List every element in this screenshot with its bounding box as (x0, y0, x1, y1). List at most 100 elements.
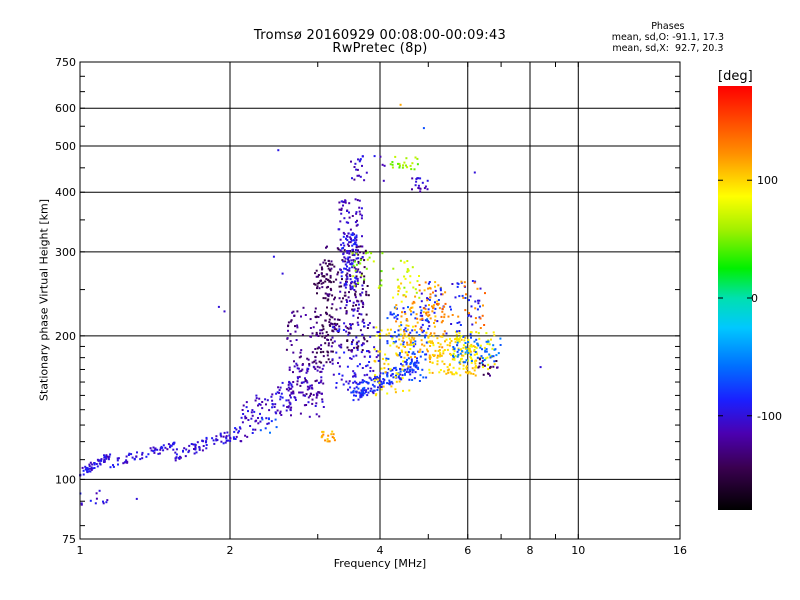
data-point (357, 323, 360, 326)
data-point (398, 287, 401, 290)
y-tick-label: 75 (62, 533, 76, 546)
data-point (416, 280, 419, 283)
data-point (365, 171, 368, 174)
data-point (103, 459, 106, 462)
data-point (308, 364, 311, 367)
data-point (480, 356, 483, 359)
data-point (431, 371, 434, 374)
data-point (122, 462, 125, 465)
data-point (258, 403, 261, 405)
data-point (310, 384, 313, 387)
data-point (347, 296, 350, 299)
data-point (352, 304, 355, 307)
data-point (331, 350, 334, 353)
data-point (107, 458, 110, 461)
data-point (389, 313, 392, 316)
data-point (361, 387, 364, 390)
data-point (384, 371, 387, 374)
data-point (389, 311, 392, 314)
data-point (275, 392, 278, 395)
data-point (356, 219, 358, 222)
data-point (348, 274, 351, 276)
data-point (419, 190, 422, 193)
data-point (434, 349, 437, 352)
data-point (418, 289, 421, 292)
data-point (468, 312, 470, 315)
data-point (139, 458, 142, 461)
data-point (357, 300, 360, 303)
data-point (309, 318, 312, 321)
data-point (344, 263, 347, 266)
data-point (308, 415, 311, 418)
chart-subtitle: RwPretec (8p) (332, 41, 428, 56)
data-point (427, 311, 430, 314)
data-point (244, 434, 247, 437)
data-point (311, 361, 314, 364)
data-point (486, 342, 489, 345)
data-point (470, 305, 473, 308)
data-point (348, 256, 351, 259)
data-point (352, 264, 355, 267)
data-point (325, 273, 328, 276)
data-point (235, 428, 238, 431)
data-point (539, 366, 542, 369)
data-point (160, 445, 163, 448)
data-point (339, 307, 342, 310)
data-point (485, 348, 488, 351)
data-point (429, 317, 432, 320)
data-point (453, 357, 455, 360)
data-point (416, 177, 419, 180)
data-point (426, 188, 429, 191)
data-point (302, 306, 305, 309)
data-point (396, 354, 399, 357)
data-point (88, 463, 91, 466)
data-point (443, 349, 446, 351)
data-point (153, 449, 156, 452)
data-point (386, 373, 389, 376)
data-point (395, 380, 398, 383)
data-point (437, 342, 440, 344)
data-point (414, 295, 417, 298)
data-point (375, 377, 378, 380)
data-point (485, 332, 488, 335)
data-point (325, 278, 328, 280)
data-point (172, 448, 175, 451)
data-point (294, 396, 297, 399)
data-point (298, 391, 301, 394)
data-point (270, 395, 273, 398)
data-point (88, 465, 91, 467)
data-point (348, 291, 350, 294)
data-point (393, 331, 396, 334)
data-point (440, 293, 443, 296)
data-point (414, 340, 417, 343)
data-point (445, 372, 448, 375)
data-point (358, 199, 361, 202)
data-point (466, 365, 468, 368)
data-point (359, 329, 362, 332)
data-point (296, 310, 299, 313)
data-point (428, 325, 431, 328)
data-point (484, 357, 487, 360)
data-point (280, 392, 283, 395)
data-point (404, 327, 407, 330)
data-point (464, 297, 467, 299)
data-point (432, 307, 434, 310)
data-point (324, 319, 327, 322)
data-point (441, 346, 444, 349)
data-point (434, 315, 437, 318)
data-point (90, 468, 93, 471)
data-point (354, 290, 357, 293)
data-point (399, 370, 402, 373)
data-point (103, 454, 105, 457)
data-point (192, 443, 195, 446)
data-point (271, 393, 274, 396)
data-point (436, 363, 439, 366)
data-point (296, 364, 299, 367)
data-point (363, 325, 366, 328)
data-point (452, 352, 455, 355)
data-point (365, 389, 368, 392)
data-point (372, 392, 375, 395)
data-point (441, 310, 444, 313)
data-point (315, 392, 318, 395)
data-point (127, 454, 130, 456)
